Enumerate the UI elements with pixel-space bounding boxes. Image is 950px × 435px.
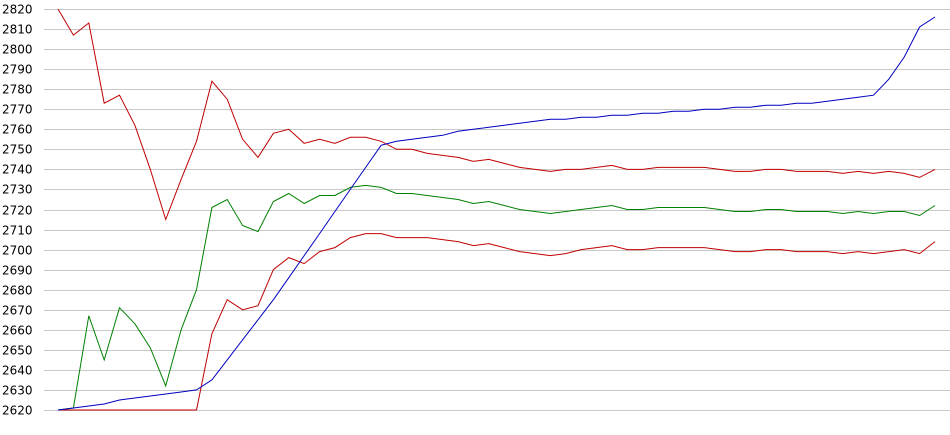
series-lines bbox=[57, 8, 936, 411]
series-line-4 bbox=[57, 16, 936, 411]
y-tick-label: 2700 bbox=[2, 244, 33, 258]
gridlines bbox=[44, 9, 950, 411]
y-tick-label: 2670 bbox=[2, 304, 33, 318]
y-tick-label: 2720 bbox=[2, 204, 33, 218]
y-tick-label: 2770 bbox=[2, 103, 33, 117]
y-tick-label: 2790 bbox=[2, 63, 33, 77]
y-tick-label: 2630 bbox=[2, 384, 33, 398]
y-tick-label: 2620 bbox=[2, 404, 33, 418]
series-line-3 bbox=[58, 233, 936, 411]
series-line-2 bbox=[57, 184, 936, 411]
y-tick-label: 2650 bbox=[2, 344, 33, 358]
y-tick-label: 2780 bbox=[2, 83, 33, 97]
y-tick-label: 2640 bbox=[2, 364, 33, 378]
y-tick-label: 2760 bbox=[2, 123, 33, 137]
y-tick-label: 2820 bbox=[2, 3, 33, 17]
y-tick-label: 2680 bbox=[2, 284, 33, 298]
y-tick-label: 2710 bbox=[2, 224, 33, 238]
y-tick-label: 2690 bbox=[2, 264, 33, 278]
y-tick-label: 2800 bbox=[2, 43, 33, 57]
series-line-1 bbox=[57, 8, 936, 222]
y-tick-label: 2660 bbox=[2, 324, 33, 338]
y-tick-label: 2810 bbox=[2, 23, 33, 37]
y-tick-label: 2730 bbox=[2, 183, 33, 197]
y-tick-label: 2740 bbox=[2, 163, 33, 177]
y-tick-label: 2750 bbox=[2, 143, 33, 157]
y-axis-tick-labels: 2620 2630 2640 2650 2660 2670 2680 2690 2700 2710… bbox=[2, 3, 33, 418]
